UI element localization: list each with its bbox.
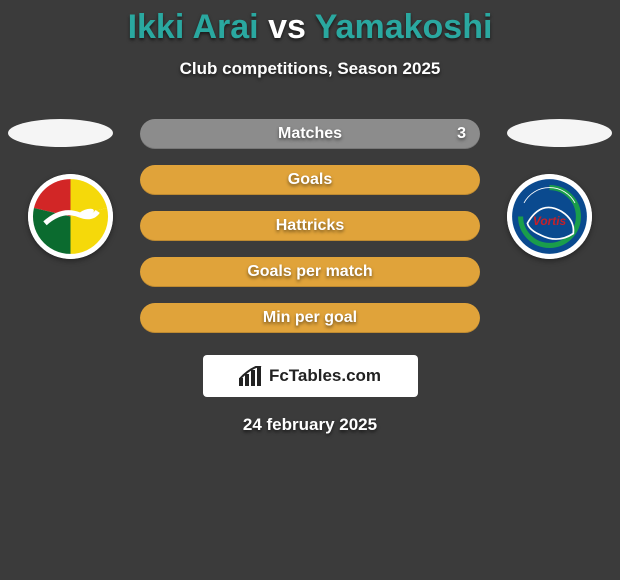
stat-rows: Matches 3 Goals Hattricks Goals per matc…	[140, 119, 480, 333]
stat-label: Hattricks	[276, 217, 344, 235]
stat-label: Goals	[288, 171, 332, 189]
stat-row-goals: Goals	[140, 165, 480, 195]
vs-text: vs	[268, 8, 306, 46]
stat-row-min-per-goal: Min per goal	[140, 303, 480, 333]
brand-box: FcTables.com	[203, 355, 418, 397]
stat-label: Goals per match	[247, 263, 372, 281]
stat-row-hattricks: Hattricks	[140, 211, 480, 241]
chart-bars-icon	[239, 366, 263, 386]
player1-ellipse	[8, 119, 113, 147]
player2-ellipse	[507, 119, 612, 147]
stat-right-value: 3	[457, 125, 466, 143]
brand-text: FcTables.com	[269, 366, 381, 386]
team-badge-left	[28, 174, 113, 259]
page-title: Ikki Arai vs Yamakoshi	[0, 0, 620, 47]
stats-area: Vortis Matches 3 Goals Hattricks Goals p…	[0, 119, 620, 435]
player2-name: Yamakoshi	[315, 8, 493, 46]
date-line: 24 february 2025	[0, 415, 620, 435]
jef-united-logo-icon	[28, 174, 113, 259]
stat-row-matches: Matches 3	[140, 119, 480, 149]
stat-label: Min per goal	[263, 309, 357, 327]
subtitle: Club competitions, Season 2025	[0, 59, 620, 79]
team-badge-right: Vortis	[507, 174, 592, 259]
svg-text:Vortis: Vortis	[533, 214, 567, 228]
stat-label: Matches	[278, 125, 342, 143]
player1-name: Ikki Arai	[128, 8, 259, 46]
stat-row-goals-per-match: Goals per match	[140, 257, 480, 287]
tokushima-vortis-logo-icon: Vortis	[507, 174, 592, 259]
